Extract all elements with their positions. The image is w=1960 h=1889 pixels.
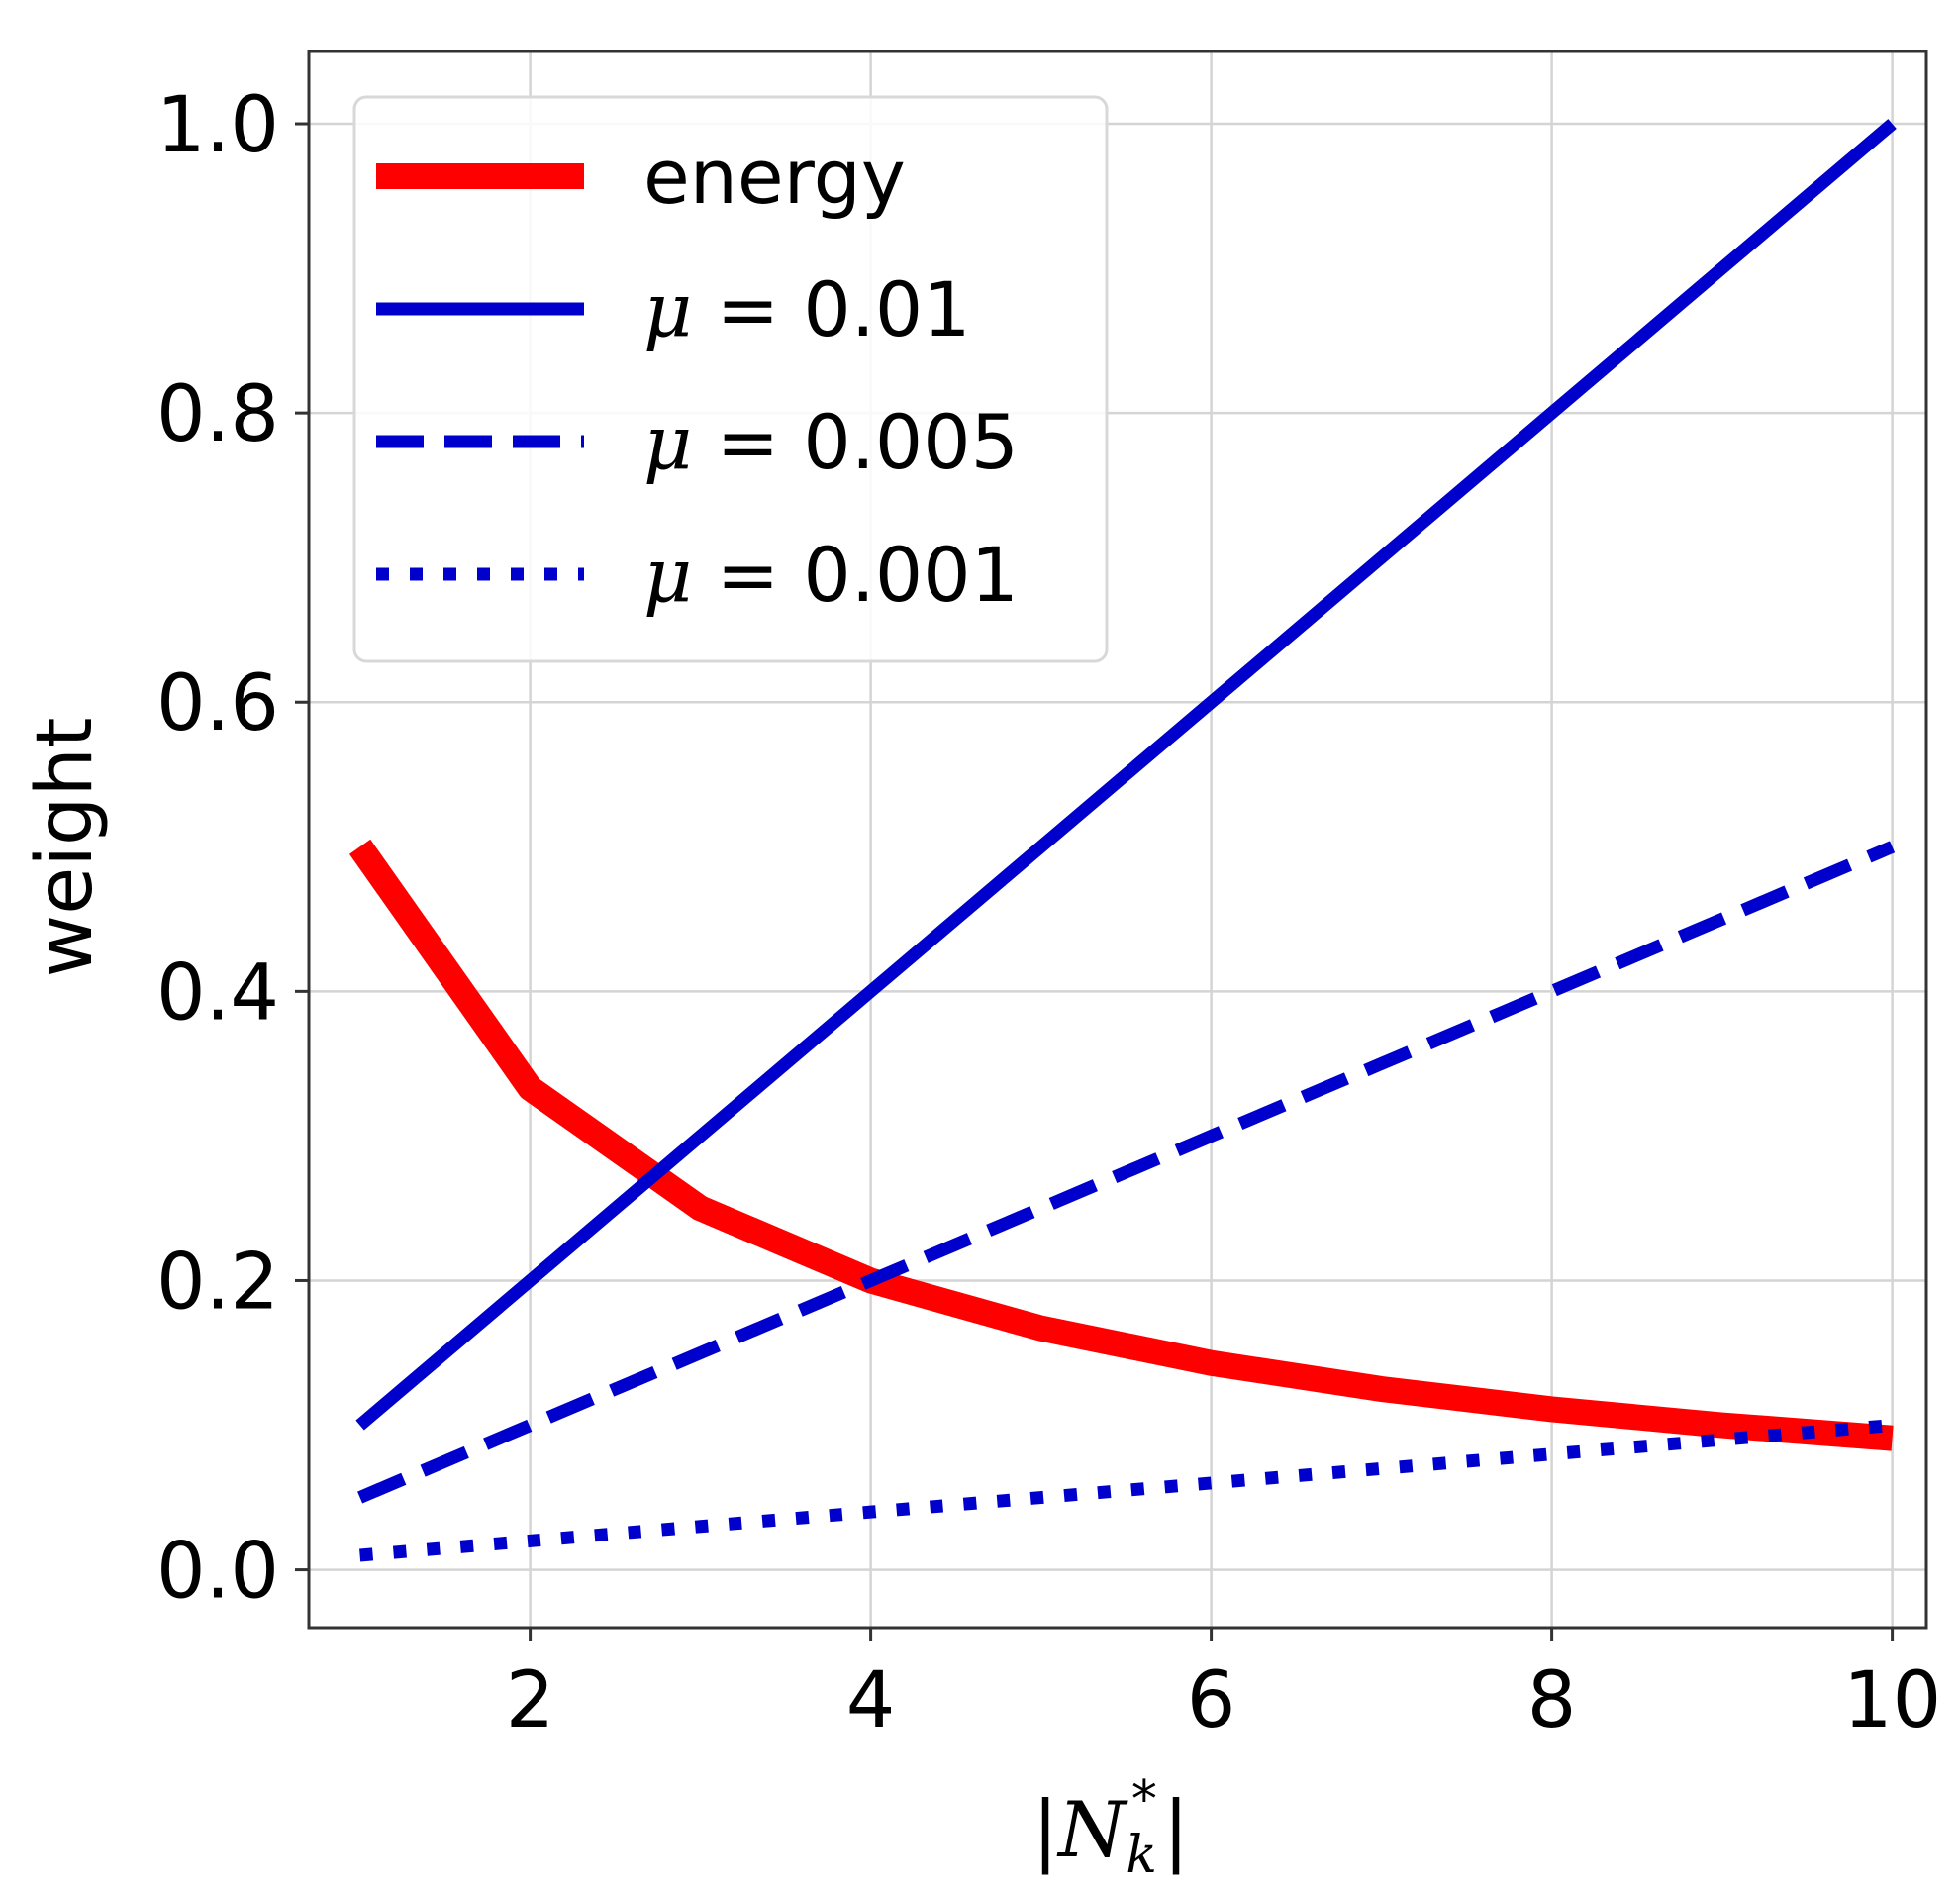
plot-frame <box>307 50 1928 1630</box>
series-lines <box>348 119 1897 1562</box>
x-axis-label-pre: | <box>1032 1786 1058 1875</box>
y-axis-label: weight <box>21 718 110 978</box>
x-tick-label: 10 <box>1843 1656 1941 1745</box>
legend-box <box>352 95 1109 663</box>
y-tick-label: 0.0 <box>156 1528 279 1617</box>
legend-label-text: = 0.01 <box>692 265 970 353</box>
x-tick-label: 2 <box>506 1656 555 1745</box>
y-tick-label: 0.8 <box>156 370 279 459</box>
y-tick-label: 0.4 <box>156 948 279 1038</box>
legend-label-text: = 0.001 <box>692 531 1019 619</box>
legend-label-text: = 0.005 <box>692 398 1019 486</box>
x-axis-label-sub: k <box>1126 1826 1157 1885</box>
legend-label-text: energy <box>643 133 906 221</box>
series-line-1 <box>355 119 1897 1431</box>
legend-label-symbol: μ <box>643 531 692 619</box>
legend-label-0: energy <box>643 133 906 221</box>
series-line-3 <box>359 1419 1894 1562</box>
y-tick-label: 0.6 <box>156 659 279 748</box>
legend-label-3: μ = 0.001 <box>643 531 1019 619</box>
x-axis-label-post: | <box>1163 1786 1189 1875</box>
x-tick-label: 6 <box>1187 1656 1236 1745</box>
x-axis-label-var: N <box>1056 1786 1128 1875</box>
x-axis-label: |Nk*| <box>1032 1770 1189 1885</box>
series-line-0 <box>348 839 1894 1451</box>
x-tick-label: 4 <box>846 1656 896 1745</box>
legend-label-2: μ = 0.005 <box>643 398 1019 486</box>
y-tick-label: 0.2 <box>156 1238 279 1327</box>
x-tick-label: 8 <box>1527 1656 1577 1745</box>
axis-ticks: 2 4 6 8 10 0.0 0.2 0.4 0.6 0.8 1.0 <box>156 81 1941 1745</box>
legend-label-symbol: μ <box>643 265 692 353</box>
y-tick-label: 1.0 <box>156 81 279 170</box>
series-line-2 <box>357 841 1896 1504</box>
legend-label-symbol: μ <box>643 398 692 486</box>
legend-label-1: μ = 0.01 <box>643 265 971 353</box>
x-axis-label-sup: * <box>1131 1770 1157 1830</box>
